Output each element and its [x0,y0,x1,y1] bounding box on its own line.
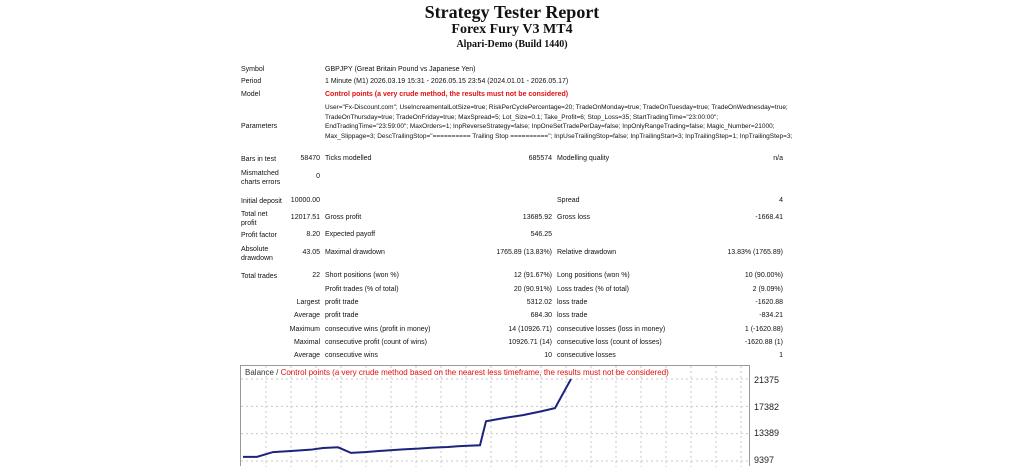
profit-factor-label: Profit factor [241,232,277,239]
profit-trades-label: Profit trades (% of total) [325,286,399,293]
maximum-label: Maximum [289,326,320,333]
spread-label: Spread [557,197,580,204]
y-tick-label: 21375 [754,375,780,385]
report-title: Strategy Tester Report [424,2,600,22]
y-tick-label: 9397 [754,455,775,465]
average-profit-trade-label: profit trade [325,312,359,319]
average-consecutive-wins-label: consecutive wins [325,352,378,359]
average-profit-trade-value: 684.30 [530,312,552,319]
balance-chart [240,365,750,467]
gross-profit-value: 13685.92 [522,214,552,221]
loss-trades-value: 2 (9.09%) [752,286,783,293]
period-value: 1 Minute (M1) 2026.03.19 15:31 - 2026.05… [325,78,569,85]
max-consecutive-wins-label: consecutive wins (profit in money) [325,326,431,333]
average-label: Average [294,312,320,319]
largest-profit-trade-label: profit trade [325,299,359,306]
maximal-consecutive-loss-label: consecutive loss (count of losses) [557,339,662,346]
total-trades-value: 22 [312,272,320,279]
maximal-consecutive-loss-value: -1620.88 (1) [744,339,783,346]
expected-payoff-label: Expected payoff [325,231,376,238]
largest-profit-trade-value: 5312.02 [526,299,552,306]
relative-drawdown-label: Relative drawdown [557,249,617,256]
max-consecutive-losses-label: consecutive losses (loss in money) [557,326,666,333]
average-consecutive-label: Average [294,352,320,359]
largest-loss-trade-label: loss trade [557,299,588,306]
report-subtitle: Forex Fury V3 MT4 [451,22,573,37]
largest-loss-trade-value: -1620.88 [755,299,783,306]
maximal-label: Maximal [293,339,320,346]
deposit-label: Initial deposit [241,198,282,205]
average-consecutive-losses-value: 1 [779,352,783,359]
long-positions-value: 10 (90.00%) [744,272,783,279]
average-loss-trade-value: -834.21 [759,312,783,319]
short-positions-label: Short positions (won %) [325,272,399,279]
average-loss-trade-label: loss trade [557,312,588,319]
deposit-value: 10000.00 [290,197,320,204]
net-profit-label-2: profit [241,220,257,227]
balance-chart-svg [241,366,749,467]
model-label: Model [241,91,261,98]
bars-value: 58470 [300,155,320,162]
average-consecutive-wins-value: 10 [544,352,552,359]
net-profit-label-1: Total net [241,211,268,218]
y-tick-label: 17382 [754,402,780,412]
server-build: Alpari-Demo (Build 1440) [456,39,568,50]
symbol-value: GBPJPY (Great Britain Pound vs Japanese … [325,66,476,73]
quality-value: n/a [773,155,783,162]
absolute-drawdown-value: 43.05 [302,249,320,256]
legend-balance: Balance / [245,368,281,377]
long-positions-label: Long positions (won %) [557,272,630,279]
profit-factor-value: 8.20 [306,231,320,238]
profit-trades-value: 20 (90.91%) [513,286,552,293]
average-consecutive-losses-label: consecutive losses [557,352,616,359]
mismatch-label-2: charts errors [241,179,281,186]
gross-profit-label: Gross profit [325,214,362,221]
expected-payoff-value: 546.25 [530,231,552,238]
y-tick-label: 13389 [754,428,780,438]
model-value: Control points (a very crude method, the… [325,91,569,98]
quality-label: Modelling quality [557,155,610,162]
net-profit-value: 12017.51 [290,214,320,221]
max-consecutive-losses-value: 1 (-1620.88) [744,326,783,333]
absolute-drawdown-label-1: Absolute [241,246,269,253]
short-positions-value: 12 (91.67%) [513,272,552,279]
maximal-drawdown-label: Maximal drawdown [325,249,385,256]
mismatch-value: 0 [316,173,320,180]
maximal-drawdown-value: 1765.89 (13.83%) [496,249,552,256]
mismatch-label-1: Mismatched [241,170,279,177]
spread-value: 4 [779,197,783,204]
bars-label: Bars in test [241,156,277,163]
period-label: Period [241,78,262,85]
maximal-consecutive-profit-value: 10926.71 (14) [508,339,552,346]
maximal-consecutive-profit-label: consecutive profit (count of wins) [325,339,427,346]
absolute-drawdown-label-2: drawdown [241,255,273,262]
parameters-value: User="Fx-Discount.com"; UseIncreamentalL… [325,104,793,140]
loss-trades-label: Loss trades (% of total) [557,286,629,293]
max-consecutive-wins-value: 14 (10926.71) [508,326,552,333]
chart-legend: Balance / Control points (a very crude m… [245,368,669,377]
ticks-label: Ticks modelled [325,155,372,162]
total-trades-label: Total trades [241,273,278,280]
balance-series-line [243,378,572,458]
relative-drawdown-value: 13.83% (1765.89) [727,249,783,256]
ticks-value: 685574 [528,155,552,162]
gross-loss-value: -1668.41 [755,214,783,221]
legend-warning: Control points (a very crude method base… [280,368,669,377]
largest-label: Largest [296,299,320,306]
symbol-label: Symbol [241,66,265,73]
parameters-label: Parameters [241,123,278,130]
gross-loss-label: Gross loss [557,214,591,221]
